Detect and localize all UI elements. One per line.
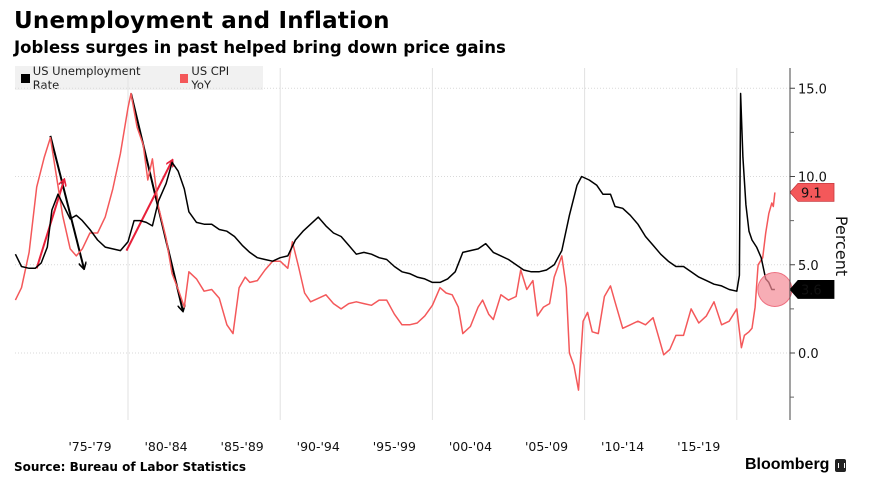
legend-swatch-cpi [179, 73, 189, 83]
chart-subtitle: Jobless surges in past helped bring down… [14, 38, 506, 57]
x-tick-label: '15-'19 [677, 439, 720, 454]
x-axis-labels: '75-'79 '80-'84 '85-'89 '90-'94 '95-'99 '00-'… [68, 439, 720, 454]
annotation-arrow [125, 161, 172, 252]
x-tick-label: '00-'04 [449, 439, 492, 454]
highlight-circle [757, 271, 793, 307]
series-lines: 3.6 9.1 [14, 92, 835, 391]
legend-label-cpi: US CPI YoY [191, 64, 230, 92]
y-axis: 0.0 5.0 10.0 15.0 [789, 68, 827, 420]
annotation-arrow [49, 135, 83, 268]
source-note: Source: Bureau of Labor Statistics [14, 460, 247, 474]
x-tick-label: '75-'79 [68, 439, 111, 454]
x-tick-label: '10-'14 [601, 439, 644, 454]
y-axis-title: Percent [832, 216, 851, 276]
tag-shape [789, 280, 835, 299]
y-tick-label: 10.0 [798, 171, 827, 186]
x-tick-label: '05-'09 [525, 439, 568, 454]
y-tick-label: 5.0 [798, 259, 819, 274]
x-tick-label: '85-'89 [221, 439, 264, 454]
brand-name: Bloomberg [745, 456, 830, 473]
last-value-tag-unemployment: 3.6 [789, 280, 835, 299]
legend: US Unemployment Rate US CPI YoY [15, 64, 263, 92]
series-line-cpi [14, 92, 776, 391]
legend-item-unemployment[interactable]: US Unemployment Rate [21, 64, 168, 92]
x-tick-label: '80-'84 [144, 439, 187, 454]
y-tick-label: 0.0 [798, 347, 819, 362]
legend-swatch-unemployment [21, 73, 30, 83]
last-value-tag-cpi: 9.1 [789, 182, 835, 202]
y-tick-label: 15.0 [798, 82, 827, 97]
legend-item-cpi[interactable]: US CPI YoY [179, 64, 251, 92]
tag-label: 3.6 [801, 283, 822, 298]
annotation-arrow [130, 93, 183, 311]
chart-title: Unemployment and Inflation [14, 8, 390, 34]
bloomberg-icon [835, 458, 847, 472]
series-line-unemployment [14, 92, 775, 292]
x-tick-label: '95-'99 [373, 439, 416, 454]
tag-shape [789, 182, 835, 202]
x-tick-label: '90-'94 [297, 439, 340, 454]
gridlines [15, 68, 790, 420]
brand-logo: Bloomberg [745, 456, 847, 474]
tag-label: 9.1 [801, 186, 822, 201]
